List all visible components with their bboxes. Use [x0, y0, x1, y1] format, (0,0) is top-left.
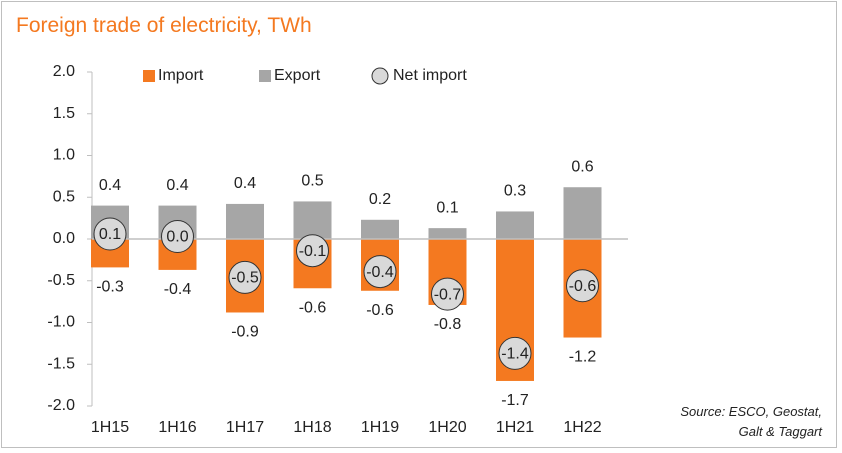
source-line-2: Galt & Taggart	[738, 424, 822, 439]
y-tick-label: -0.5	[47, 272, 75, 289]
export-data-label: 0.3	[504, 183, 526, 200]
import-data-label: -0.3	[96, 279, 124, 296]
net-import-marker	[296, 234, 329, 268]
x-tick-label: 1H16	[158, 419, 196, 436]
net-import-marker	[566, 269, 599, 303]
y-tick-label: 0.0	[53, 230, 75, 247]
export-data-label: 0.1	[436, 199, 458, 216]
export-data-label: 0.6	[571, 158, 593, 175]
x-tick-label: 1H15	[91, 419, 129, 436]
import-data-label: -0.4	[164, 281, 192, 298]
net-import-data-label: -0.5	[231, 270, 259, 287]
x-tick-label: 1H22	[563, 419, 601, 436]
y-tick-label: -1.5	[47, 355, 75, 372]
export-bar	[361, 219, 399, 239]
y-tick-label: -1.0	[47, 314, 75, 331]
legend-net-import-swatch	[371, 67, 389, 85]
export-bar	[293, 201, 332, 239]
y-tick-label: -2.0	[47, 397, 75, 414]
legend-import-swatch	[143, 70, 155, 82]
net-import-marker	[498, 336, 532, 370]
net-import-data-label: -0.6	[569, 278, 597, 295]
net-import-data-label: -0.7	[434, 286, 462, 303]
net-import-marker	[363, 255, 397, 289]
legend-net-import-label: Net import	[393, 67, 467, 84]
export-data-label: 0.4	[166, 177, 188, 194]
net-import-data-label: -1.4	[501, 346, 529, 363]
export-bar	[428, 228, 467, 239]
x-tick-label: 1H17	[226, 419, 264, 436]
import-data-label: -1.7	[501, 392, 529, 409]
x-tick-label: 1H18	[293, 419, 331, 436]
y-tick-label: 2.0	[53, 63, 75, 80]
net-import-data-label: 0.0	[166, 229, 188, 246]
import-data-label: -0.9	[231, 324, 259, 341]
chart-title: Foreign trade of electricity, TWh	[16, 14, 312, 37]
x-tick-label: 1H21	[496, 419, 534, 436]
x-tick-label: 1H19	[361, 419, 399, 436]
source-line-1: Source: ESCO, Geostat,	[680, 404, 822, 419]
net-import-data-label: -0.4	[366, 264, 394, 281]
import-data-label: -0.6	[366, 302, 394, 319]
export-data-label: 0.5	[301, 173, 323, 190]
net-import-marker	[93, 217, 127, 251]
export-data-label: 0.2	[369, 191, 391, 208]
export-bar	[226, 203, 264, 239]
import-data-label: -0.8	[434, 316, 462, 333]
legend-import-label: Import	[158, 67, 204, 84]
net-import-marker	[228, 260, 262, 294]
net-import-data-label: 0.1	[99, 226, 121, 243]
legend-export-label: Export	[274, 67, 321, 84]
import-data-label: -1.2	[569, 349, 597, 366]
y-tick-label: 1.5	[53, 105, 75, 122]
net-import-marker	[161, 219, 194, 253]
y-tick-label: 0.5	[53, 188, 75, 205]
source-note: Source: ESCO, Geostat, Galt & Taggart	[680, 402, 822, 442]
export-data-label: 0.4	[99, 177, 121, 194]
y-tick-label: 1.0	[53, 147, 75, 164]
export-data-label: 0.4	[234, 175, 256, 192]
x-tick-label: 1H20	[428, 419, 466, 436]
legend-export-swatch	[259, 70, 271, 82]
import-data-label: -0.6	[299, 299, 327, 316]
net-import-data-label: -0.1	[299, 243, 327, 260]
net-import-marker	[431, 277, 464, 311]
export-bar	[496, 211, 534, 239]
chart-frame: Foreign trade of electricity, TWh Source…	[1, 1, 837, 448]
export-bar	[563, 187, 602, 239]
